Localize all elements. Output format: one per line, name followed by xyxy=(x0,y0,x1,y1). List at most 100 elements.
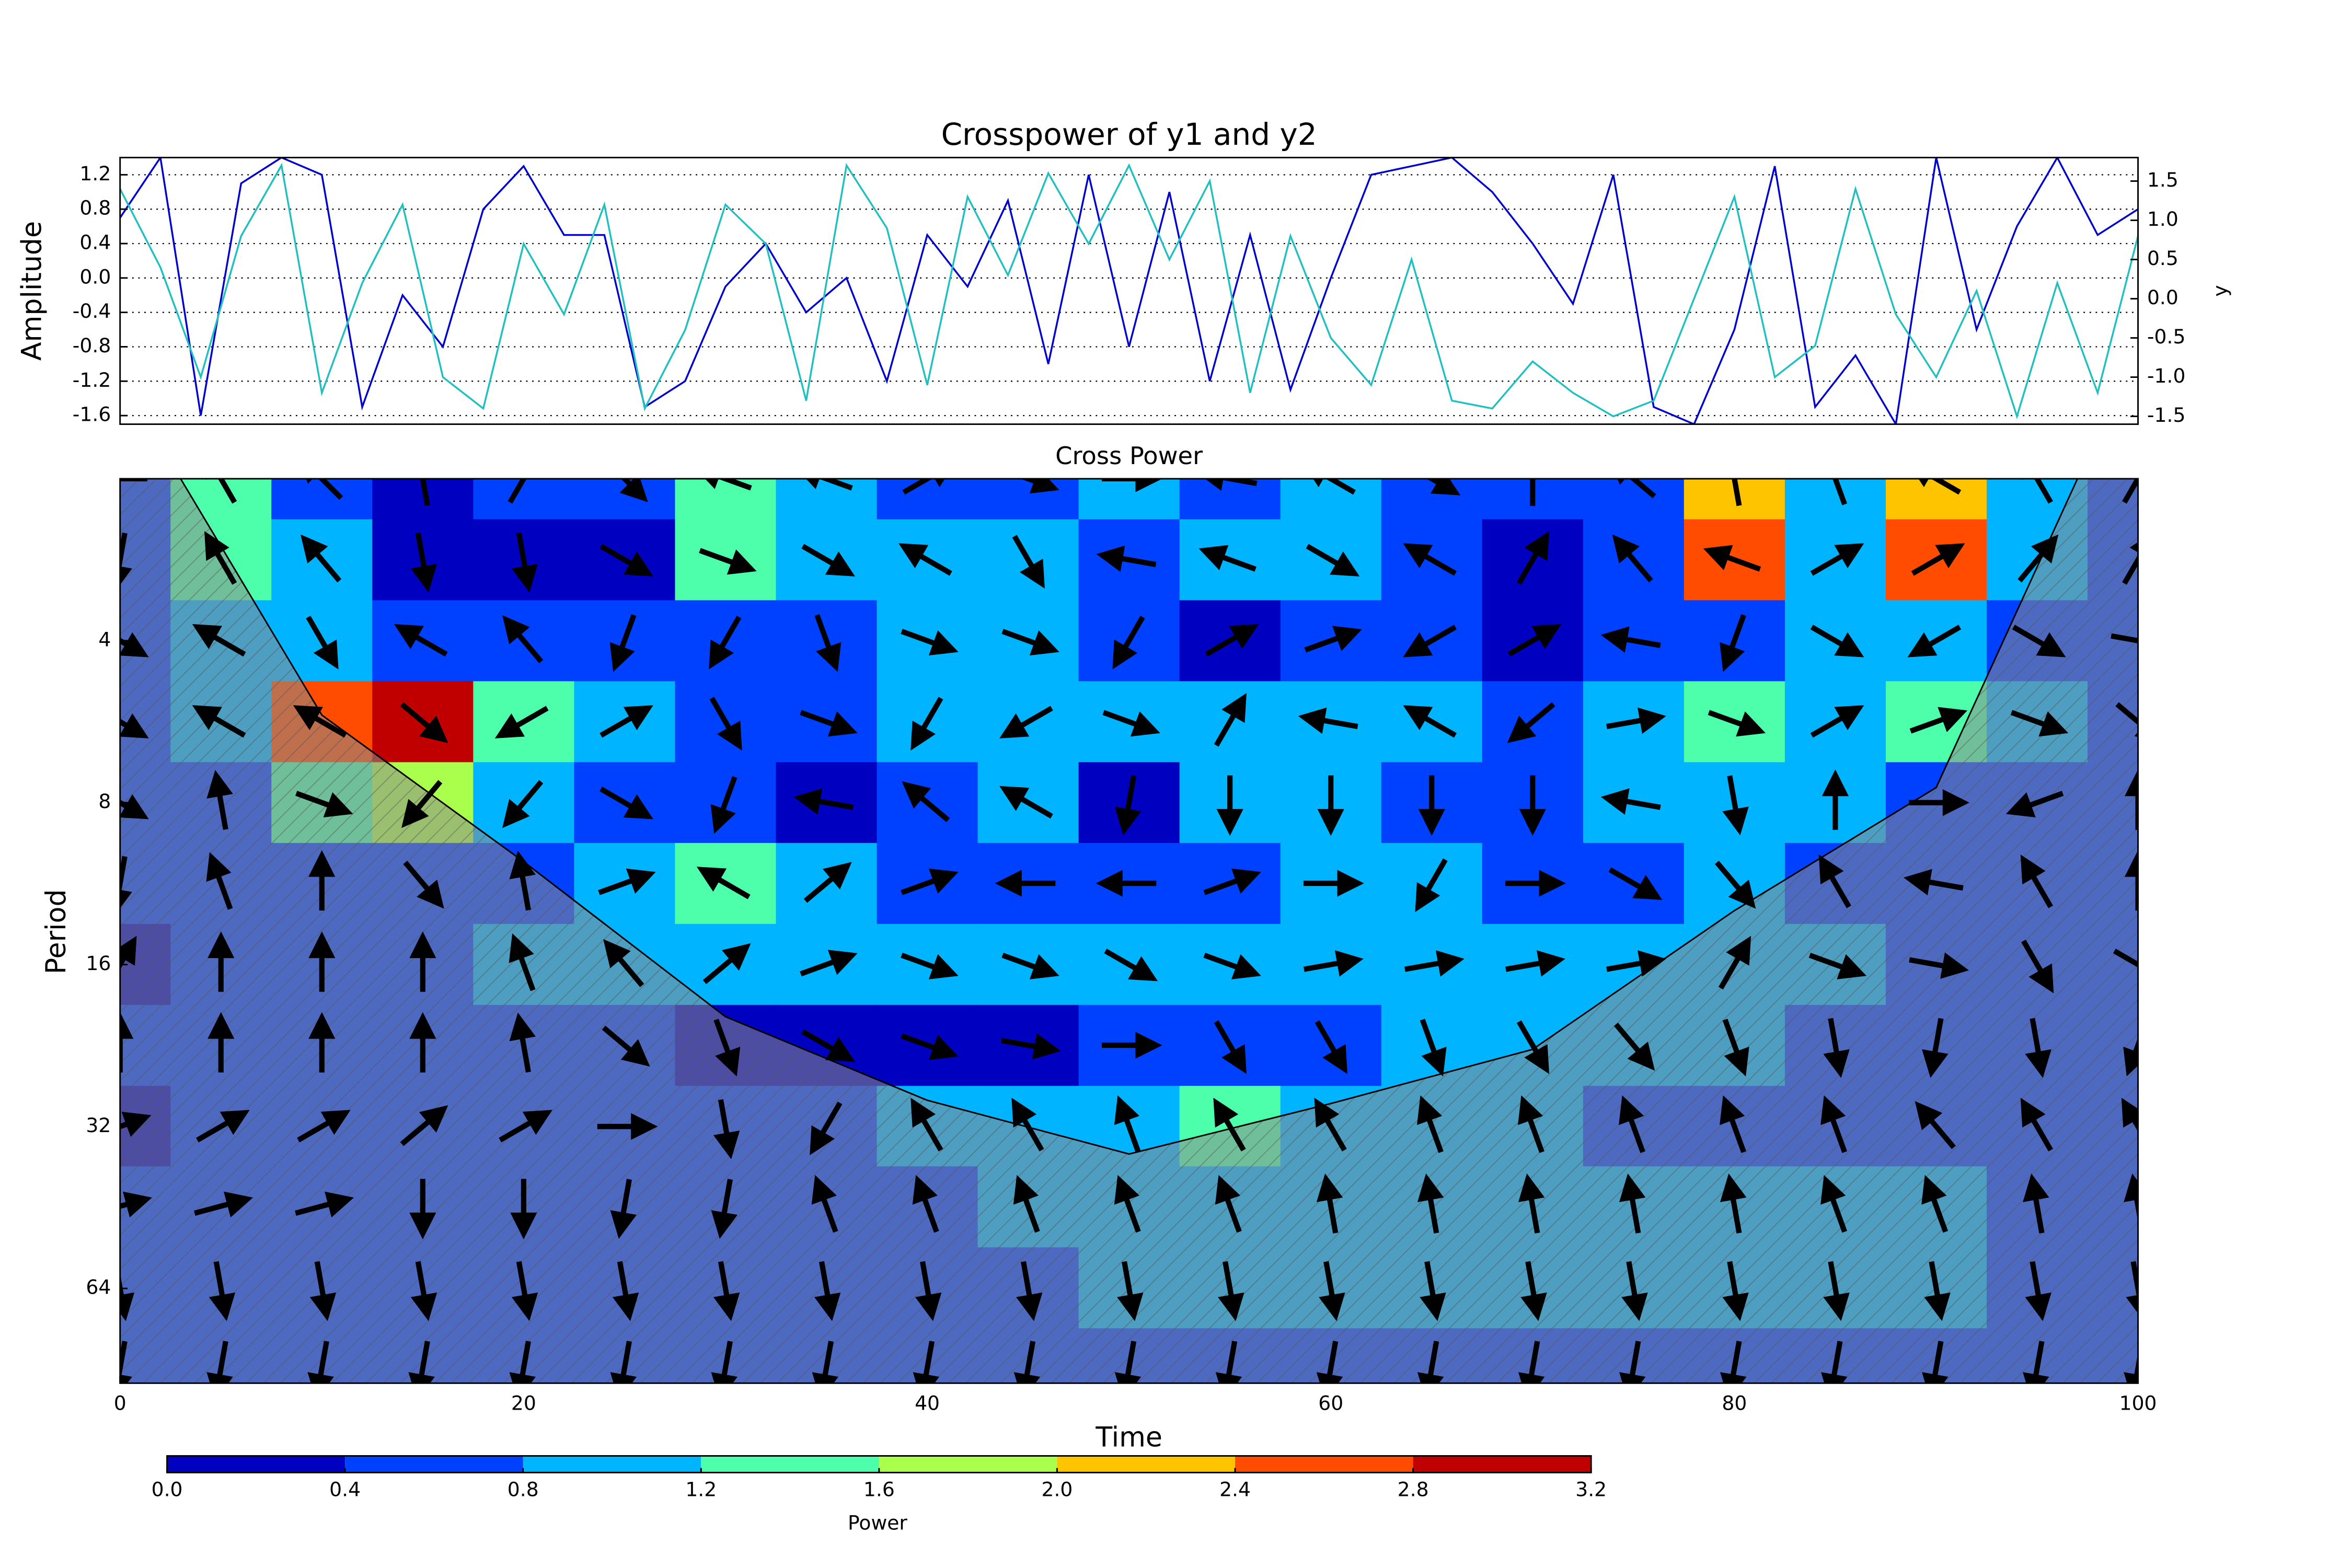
phase-arrow xyxy=(1403,705,1457,738)
phase-arrow xyxy=(1001,952,1059,979)
phase-arrow xyxy=(1013,1175,1040,1233)
phase-arrow xyxy=(1096,545,1157,572)
phase-arrow xyxy=(1215,1341,1242,1383)
colorbar-tick-label: 1.6 xyxy=(863,1478,895,1501)
phase-arrow xyxy=(1924,1261,1951,1321)
phase-arrow xyxy=(295,791,353,817)
phase-arrow xyxy=(612,1261,639,1321)
phase-arrow xyxy=(1722,1261,1749,1321)
phase-arrow xyxy=(2020,854,2054,908)
phase-arrow xyxy=(2113,948,2138,979)
phase-arrow xyxy=(912,1175,939,1233)
phase-arrow xyxy=(1114,1175,1141,1233)
phase-arrow xyxy=(1096,870,1157,897)
phase-arrow xyxy=(502,615,544,664)
phase-arrow xyxy=(709,697,742,751)
y-tick-label: 16 xyxy=(86,952,111,975)
phase-arrow xyxy=(1205,624,1259,657)
phase-arrow xyxy=(711,1341,738,1383)
phase-arrow xyxy=(1718,936,1751,990)
phase-arrow xyxy=(1415,858,1448,913)
phase-arrow xyxy=(1304,870,1364,897)
phase-arrow xyxy=(1216,775,1243,836)
phase-arrow xyxy=(306,616,339,670)
phase-arrow xyxy=(1112,616,1145,670)
phase-arrow xyxy=(1404,950,1465,977)
phase-arrow xyxy=(2025,1261,2051,1321)
phase-arrow xyxy=(192,705,246,738)
x-tick-label: 0 xyxy=(114,1391,126,1414)
phase-arrow xyxy=(196,1110,250,1143)
phase-arrow xyxy=(2025,1018,2051,1078)
phase-arrow xyxy=(204,531,237,585)
phase-arrow xyxy=(1820,1095,1848,1154)
y-tick-label: -1.2 xyxy=(73,368,111,391)
phase-arrow xyxy=(1317,775,1344,836)
phase-arrow xyxy=(696,867,751,900)
phase-arrow xyxy=(192,624,246,657)
phase-arrow xyxy=(598,868,656,895)
x-tick-label: 100 xyxy=(2119,1391,2157,1414)
phase-arrow xyxy=(1516,531,1550,585)
phase-arrow xyxy=(699,548,757,575)
phase-arrow xyxy=(1821,769,1849,830)
power-cell xyxy=(1280,478,1382,520)
phase-arrow xyxy=(1016,1261,1043,1321)
top-plot xyxy=(120,157,2138,424)
phase-arrow xyxy=(814,614,841,672)
phase-arrow xyxy=(499,1110,552,1143)
phase-arrow xyxy=(1011,1098,1044,1152)
power-cell xyxy=(776,478,878,520)
phase-arrow xyxy=(1720,614,1747,672)
phase-arrow xyxy=(2021,939,2054,994)
phase-arrow xyxy=(1606,950,1666,977)
coi-line xyxy=(180,478,2079,1155)
phase-arrow xyxy=(713,1261,740,1321)
phase-arrow xyxy=(1218,1261,1244,1321)
phase-arrow xyxy=(910,697,943,751)
phase-arrow xyxy=(1612,534,1653,583)
phase-arrow xyxy=(801,1029,856,1062)
phase-arrow xyxy=(1417,1173,1444,1233)
phase-arrow xyxy=(2017,534,2059,583)
phase-arrow xyxy=(1306,544,1360,577)
phase-arrow xyxy=(1832,478,1848,505)
y-tick-label: -1.6 xyxy=(73,403,111,426)
phase-arrow xyxy=(1001,629,1059,656)
phase-arrow xyxy=(999,786,1053,819)
phase-arrow xyxy=(1918,478,1962,495)
phase-arrow xyxy=(206,770,233,830)
phase-arrow xyxy=(306,478,343,500)
phase-arrow xyxy=(1909,789,1970,816)
phase-arrow xyxy=(1821,1341,1848,1383)
phase-arrow xyxy=(1426,478,1461,495)
x-tick-label: 40 xyxy=(915,1391,940,1414)
phase-arrow xyxy=(1102,710,1160,737)
bottom-title: Cross Power xyxy=(1055,442,1203,470)
phase-arrow xyxy=(1507,624,1562,657)
phase-arrow xyxy=(307,1341,334,1383)
power-cell xyxy=(1179,478,1282,520)
phase-arrow xyxy=(901,868,959,895)
phase-arrow xyxy=(1114,775,1142,836)
phase-arrow xyxy=(1420,1261,1446,1321)
phase-arrow xyxy=(801,544,856,577)
power-cell xyxy=(473,478,575,520)
colorbar-segment xyxy=(1057,1456,1236,1473)
phase-arrow xyxy=(494,706,549,739)
phase-arrow xyxy=(1520,1261,1547,1321)
phase-arrow xyxy=(1608,867,1663,900)
phase-arrow xyxy=(510,1179,537,1240)
phase-arrow xyxy=(1101,1032,1162,1059)
phase-arrow xyxy=(1518,1095,1544,1154)
phase-arrow xyxy=(120,794,149,820)
phase-arrow xyxy=(297,1110,351,1143)
phase-arrow xyxy=(1518,1341,1545,1383)
x-tick-label: 60 xyxy=(1318,1391,1343,1414)
colorbar-segment xyxy=(167,1456,345,1473)
phase-arrow xyxy=(1909,707,1968,734)
phase-arrow xyxy=(206,1341,233,1383)
phase-arrow xyxy=(1619,1341,1646,1383)
phase-arrow xyxy=(1921,1175,1949,1233)
phase-arrow xyxy=(793,788,854,815)
